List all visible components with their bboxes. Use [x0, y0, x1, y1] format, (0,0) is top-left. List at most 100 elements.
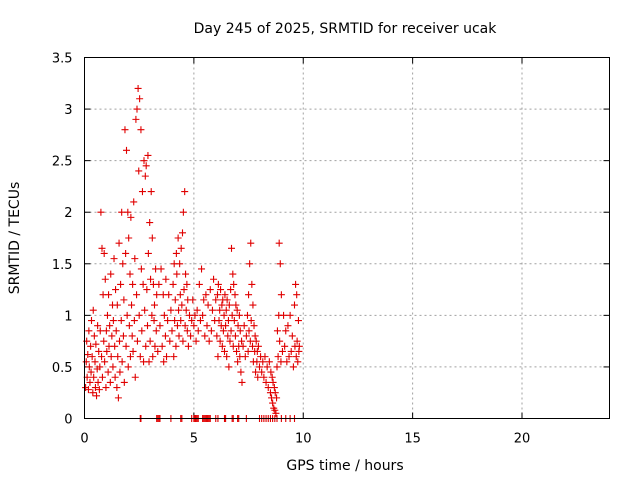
data-point [203, 322, 211, 330]
data-point [111, 342, 119, 350]
data-point [233, 306, 241, 314]
data-point [207, 327, 215, 335]
data-point [189, 296, 197, 304]
data-point [163, 353, 171, 361]
data-point [215, 317, 223, 325]
x-tick-label: 15 [404, 432, 421, 447]
data-point [152, 327, 160, 335]
data-point [230, 317, 238, 325]
data-point [147, 188, 155, 196]
data-point [153, 291, 161, 299]
data-point [95, 386, 103, 394]
data-point [196, 317, 204, 325]
data-point [292, 353, 300, 361]
data-point [117, 317, 125, 325]
data-point [150, 317, 158, 325]
data-point [121, 126, 129, 134]
data-point [212, 296, 220, 304]
data-point [123, 146, 130, 154]
data-point [131, 373, 139, 381]
data-point [262, 378, 270, 386]
data-point [234, 322, 242, 330]
data-point [171, 296, 179, 304]
data-point [213, 332, 221, 340]
data-point [218, 301, 226, 309]
data-point [176, 291, 184, 299]
data-point [82, 358, 90, 366]
data-point [277, 291, 285, 299]
data-point [86, 378, 94, 386]
data-point [190, 322, 198, 330]
data-point [258, 368, 266, 376]
data-point [119, 260, 127, 268]
data-point [115, 239, 123, 247]
data-point [96, 327, 104, 335]
data-point [98, 353, 106, 361]
data-point [98, 244, 106, 252]
data-point [232, 301, 240, 309]
data-point [218, 342, 226, 350]
data-point [246, 337, 254, 345]
data-point [85, 327, 93, 335]
data-point [97, 208, 105, 216]
data-point [276, 260, 284, 268]
data-point [199, 311, 207, 319]
data-point [198, 265, 206, 273]
data-point [183, 327, 191, 335]
data-point [151, 342, 159, 350]
data-point [101, 275, 109, 283]
data-point [175, 306, 183, 314]
data-point [261, 353, 269, 361]
data-point [124, 208, 132, 216]
data-point [177, 317, 185, 325]
data-point [292, 280, 300, 288]
data-point [202, 291, 210, 299]
data-point [91, 384, 99, 392]
data-point [134, 84, 142, 92]
data-point [87, 342, 95, 350]
data-point [132, 115, 140, 123]
data-point [278, 347, 286, 355]
data-point [146, 337, 154, 345]
data-point [192, 337, 200, 345]
data-point [254, 342, 262, 350]
data-point [249, 301, 257, 309]
data-point [245, 291, 253, 299]
data-point [193, 306, 201, 314]
data-point [165, 291, 173, 299]
data-point [133, 291, 141, 299]
data-point [122, 342, 130, 350]
data-point [112, 286, 120, 294]
data-point [148, 234, 156, 242]
data-point [247, 239, 255, 247]
data-point [231, 291, 239, 299]
data-point [206, 286, 214, 294]
y-tick-label: 0.5 [52, 361, 73, 376]
data-point [173, 322, 181, 330]
data-point [108, 332, 116, 340]
data-point [205, 337, 213, 345]
data-point [87, 368, 95, 376]
data-point [293, 291, 301, 299]
data-point [158, 342, 166, 350]
data-point [94, 378, 102, 386]
data-point [217, 286, 225, 294]
data-point [89, 389, 97, 397]
data-point [187, 332, 195, 340]
data-point [277, 358, 285, 366]
data-point [214, 353, 222, 361]
data-point [129, 347, 137, 355]
y-tick-label: 1.5 [52, 258, 73, 273]
data-point [221, 347, 228, 355]
y-tick-label: 2 [64, 206, 72, 221]
data-point [233, 347, 241, 355]
data-point [162, 275, 170, 283]
data-point [247, 317, 255, 325]
y-tick-label: 3.5 [52, 52, 73, 67]
data-point [288, 332, 296, 340]
data-point [225, 363, 233, 371]
data-point [252, 337, 260, 345]
data-point [179, 208, 187, 216]
data-point [225, 301, 233, 309]
